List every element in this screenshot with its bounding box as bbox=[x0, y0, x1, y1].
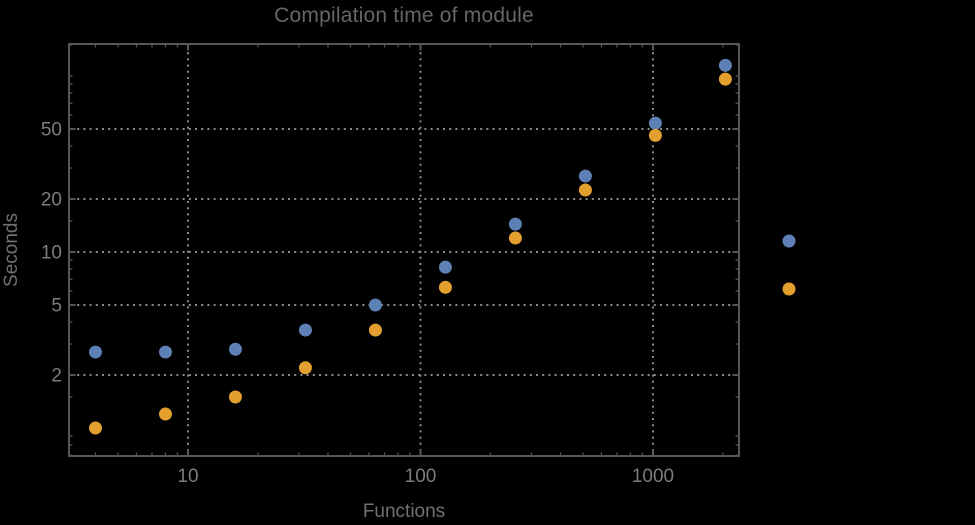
data-point-series-2-orange bbox=[648, 128, 662, 142]
y-tick-label: 50 bbox=[41, 119, 62, 140]
plot-frame bbox=[68, 43, 740, 457]
data-point-series-1-blue bbox=[718, 58, 732, 72]
y-tick-label: 20 bbox=[41, 190, 62, 211]
y-tick-label: 2 bbox=[51, 366, 62, 387]
data-point-series-2-orange bbox=[438, 280, 452, 294]
data-point-series-1-blue bbox=[508, 217, 522, 231]
data-point-series-2-orange bbox=[158, 407, 172, 421]
y-tick-label: 10 bbox=[41, 242, 62, 263]
data-point-series-1-blue bbox=[648, 116, 662, 130]
data-point-series-2-orange bbox=[508, 231, 522, 245]
data-point-series-1-blue bbox=[368, 298, 382, 312]
data-point-series-1-blue bbox=[438, 260, 452, 274]
data-point-series-1-blue bbox=[298, 323, 312, 337]
legend-marker-series-1-blue bbox=[782, 234, 796, 248]
x-tick-label: 1000 bbox=[632, 466, 674, 487]
data-point-series-1-blue bbox=[158, 345, 172, 359]
data-point-series-2-orange bbox=[718, 72, 732, 86]
x-tick-label: 100 bbox=[405, 466, 437, 487]
data-point-series-1-blue bbox=[578, 169, 592, 183]
y-axis-label: Seconds bbox=[1, 213, 22, 287]
data-point-series-1-blue bbox=[228, 342, 242, 356]
data-point-series-2-orange bbox=[228, 390, 242, 404]
data-point-series-2-orange bbox=[88, 421, 102, 435]
chart-title: Compilation time of module bbox=[274, 4, 534, 27]
x-tick-label: 10 bbox=[177, 466, 198, 487]
data-point-series-1-blue bbox=[88, 345, 102, 359]
data-point-series-2-orange bbox=[368, 323, 382, 337]
y-tick-label: 5 bbox=[51, 295, 62, 316]
data-point-series-2-orange bbox=[578, 183, 592, 197]
x-axis-label: Functions bbox=[362, 501, 446, 522]
data-point-series-2-orange bbox=[298, 361, 312, 375]
legend-marker-series-2-orange bbox=[782, 282, 796, 296]
